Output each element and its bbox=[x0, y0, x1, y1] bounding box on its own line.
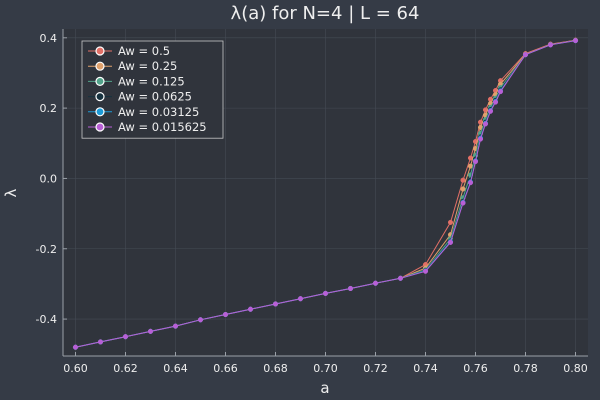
legend-item: Aw = 0.25 bbox=[88, 59, 177, 73]
chart-title: λ(a) for N=4 | L = 64 bbox=[231, 3, 420, 24]
data-point bbox=[447, 219, 454, 225]
legend-marker bbox=[95, 76, 105, 87]
x-tick-label: 0.68 bbox=[263, 362, 288, 375]
legend-marker bbox=[95, 122, 105, 132]
x-tick-label: 0.64 bbox=[163, 362, 188, 375]
legend-label: Aw = 0.015625 bbox=[118, 120, 207, 134]
x-tick-label: 0.80 bbox=[563, 362, 588, 375]
data-point bbox=[572, 38, 579, 44]
data-point bbox=[522, 52, 529, 58]
legend-label: Aw = 0.25 bbox=[118, 59, 177, 73]
data-point bbox=[247, 306, 254, 312]
x-tick-label: 0.72 bbox=[363, 362, 388, 375]
y-tick-label: 0.2 bbox=[40, 102, 58, 115]
x-tick-label: 0.70 bbox=[313, 362, 338, 375]
data-point bbox=[547, 42, 554, 48]
x-tick-label: 0.76 bbox=[463, 362, 488, 375]
data-point bbox=[372, 280, 379, 286]
data-point bbox=[122, 334, 129, 340]
data-point bbox=[497, 89, 504, 95]
y-tick-label: 0.4 bbox=[40, 32, 58, 45]
data-point bbox=[477, 136, 484, 142]
data-point bbox=[467, 180, 474, 186]
data-point bbox=[297, 296, 304, 302]
legend-item: Aw = 0.0625 bbox=[88, 90, 192, 104]
legend-label: Aw = 0.125 bbox=[118, 74, 185, 88]
x-axis-label: a bbox=[320, 379, 329, 397]
data-point bbox=[472, 159, 479, 165]
legend-label: Aw = 0.0625 bbox=[118, 90, 192, 104]
data-point bbox=[460, 177, 466, 183]
legend-box bbox=[81, 40, 224, 139]
legend-item: Aw = 0.125 bbox=[88, 74, 185, 88]
legend-label: Aw = 0.5 bbox=[118, 44, 170, 58]
data-point bbox=[422, 268, 429, 274]
x-tick-label: 0.66 bbox=[213, 362, 238, 375]
data-point bbox=[197, 317, 204, 323]
legend-marker bbox=[95, 61, 105, 71]
legend-item: Aw = 0.015625 bbox=[88, 120, 207, 134]
legend-item: Aw = 0.03125 bbox=[88, 105, 199, 119]
data-point bbox=[492, 99, 499, 105]
series-group bbox=[72, 37, 579, 350]
data-point bbox=[447, 239, 454, 245]
data-point bbox=[482, 121, 489, 127]
data-point bbox=[322, 290, 329, 296]
legend-item: Aw = 0.5 bbox=[88, 44, 170, 58]
x-tick-label: 0.74 bbox=[413, 362, 438, 375]
data-point bbox=[222, 311, 229, 318]
legend-label: Aw = 0.03125 bbox=[118, 105, 199, 119]
tick-labels: 0.60 0.62 0.64 0.66 0.68 0.70 0.72 0.74 0.76 0.78… bbox=[36, 32, 588, 375]
x-tick-label: 0.78 bbox=[513, 362, 538, 375]
x-tick-label: 0.60 bbox=[63, 362, 88, 375]
axes bbox=[62, 29, 588, 357]
y-tick-label: -0.4 bbox=[36, 313, 57, 326]
data-point bbox=[347, 285, 354, 292]
data-point bbox=[487, 108, 494, 114]
data-point bbox=[72, 344, 79, 350]
data-point bbox=[147, 328, 154, 334]
y-tick-label: -0.2 bbox=[36, 243, 57, 256]
data-point bbox=[97, 339, 104, 345]
y-tick-label: 0.0 bbox=[40, 172, 58, 185]
data-point bbox=[172, 323, 179, 329]
data-point bbox=[460, 200, 466, 206]
legend-marker bbox=[95, 46, 105, 56]
data-point bbox=[397, 275, 404, 281]
data-point bbox=[272, 301, 279, 307]
legend-marker bbox=[95, 107, 105, 117]
series-6 bbox=[72, 38, 579, 350]
y-axis-label: λ bbox=[2, 188, 20, 197]
legend-marker bbox=[95, 91, 105, 102]
data-point bbox=[460, 186, 466, 192]
x-tick-label: 0.62 bbox=[113, 362, 138, 375]
